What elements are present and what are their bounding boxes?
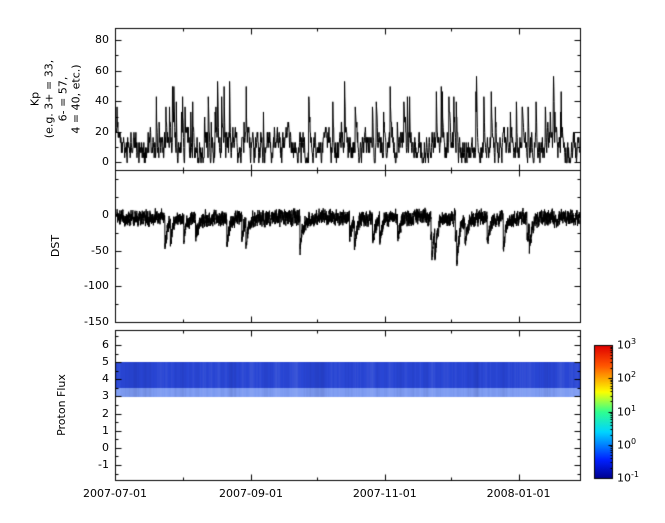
figure: Kp (e.g. 3+ = 33, 6- = 57, 4 = 40, etc.)… [0, 0, 665, 523]
chart-canvas [0, 0, 665, 523]
